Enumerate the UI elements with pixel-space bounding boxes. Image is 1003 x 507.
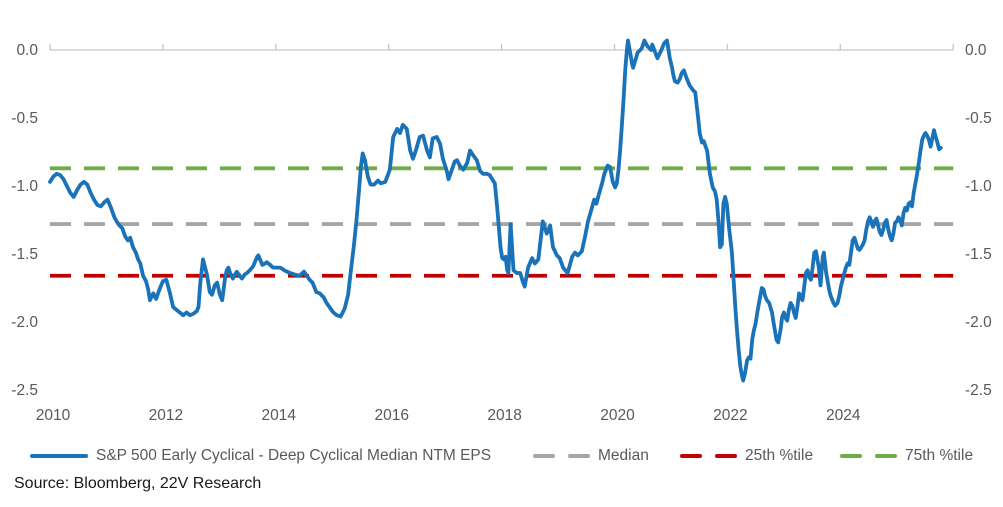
y-axis-label-right: -2.5 (965, 382, 992, 399)
y-axis-label-left: -0.5 (11, 110, 38, 127)
x-axis-label: 2010 (36, 407, 71, 424)
eps-spread-series-line (48, 38, 943, 383)
y-axis-label-left: -1.5 (11, 246, 38, 263)
y-axis-label-right: -0.5 (965, 110, 992, 127)
y-axis-label-left: -2.5 (11, 382, 38, 399)
median-dash-swatch (533, 453, 590, 459)
source-note: Source: Bloomberg, 22V Research (14, 475, 262, 492)
legend-item-75th: 75th %tile (840, 443, 973, 469)
dash (533, 453, 555, 459)
legend-item-series: S&P 500 Early Cyclical - Deep Cyclical M… (30, 443, 491, 469)
dash (680, 453, 702, 459)
y-axis-label-left: -1.0 (11, 178, 38, 195)
legend-series-label: S&P 500 Early Cyclical - Deep Cyclical M… (96, 447, 492, 464)
dash (840, 453, 862, 459)
dash (568, 453, 590, 459)
y-axis-label-right: -2.0 (965, 314, 992, 331)
x-axis-label: 2016 (374, 407, 408, 424)
line-chart: 0.0 0.0 -0.5 -0.5 -1.0 -1.0 -1.5 -1.5 -2.0 -2.0 -2… (11, 38, 992, 424)
legend-25th-label: 25th %tile (745, 447, 814, 464)
x-axis-label: 2012 (149, 407, 183, 424)
legend-item-25th: 25th %tile (680, 443, 813, 469)
y-axis-label-right: 0.0 (965, 42, 987, 59)
x-axis-label: 2014 (262, 407, 297, 424)
x-axis-label: 2020 (600, 407, 635, 424)
p75-dash-swatch (840, 453, 897, 459)
y-axis-label-left: -2.0 (11, 314, 38, 331)
y-axis-label-right: -1.0 (965, 178, 992, 195)
x-axis-label: 2018 (487, 407, 521, 424)
legend-item-median: Median (533, 443, 649, 469)
x-axis-label: 2022 (713, 407, 747, 424)
series-line-swatch (30, 454, 88, 458)
p25-dash-swatch (680, 453, 737, 459)
dash (875, 453, 897, 459)
y-axis-label-right: -1.5 (965, 246, 992, 263)
legend-median-label: Median (598, 447, 649, 464)
y-axis-label-left: 0.0 (16, 42, 38, 59)
chart-legend: S&P 500 Early Cyclical - Deep Cyclical M… (0, 443, 1003, 469)
dash (715, 453, 737, 459)
x-axis-label: 2024 (826, 407, 861, 424)
legend-75th-label: 75th %tile (905, 447, 974, 464)
